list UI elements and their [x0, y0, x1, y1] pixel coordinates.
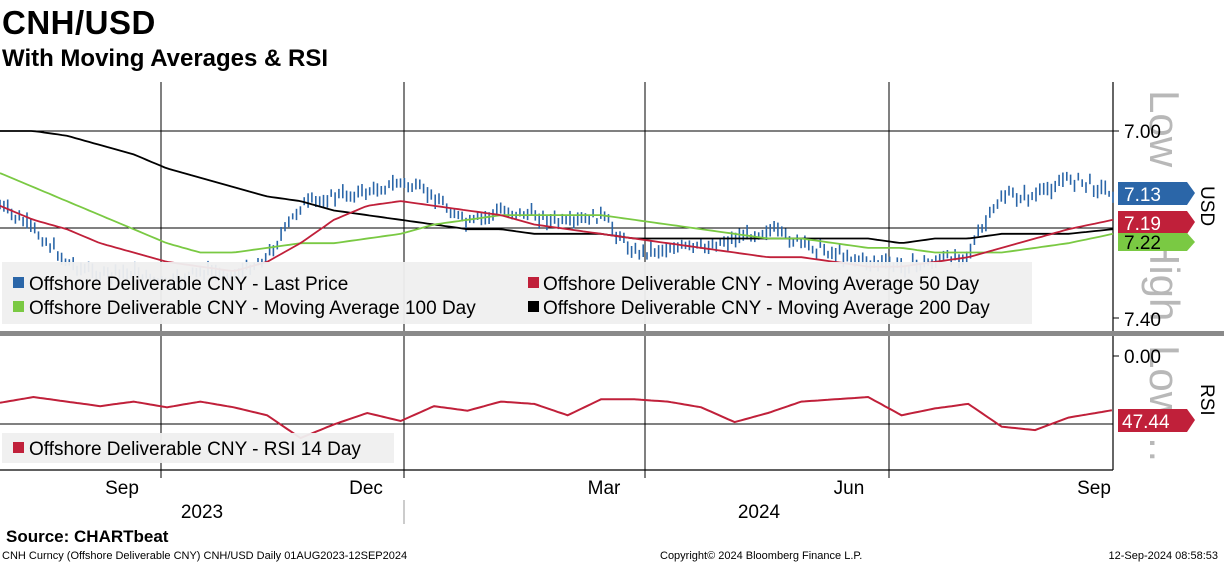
last-price-tag-text: 7.13: [1124, 185, 1161, 206]
rsi-tag: [1118, 409, 1195, 432]
legend-label-ma200: Offshore Deliverable CNY - Moving Averag…: [543, 298, 990, 319]
source-label: Source: CHARTbeat: [6, 527, 169, 546]
gridlines: [0, 82, 1224, 524]
main-legend-bg: [2, 262, 1032, 324]
footer-ticker-info: CNH Curncy (Offshore Deliverable CNY) CN…: [2, 550, 408, 562]
legend-label-ma100: Offshore Deliverable CNY - Moving Averag…: [29, 298, 476, 319]
page-subtitle: With Moving Averages & RSI: [2, 45, 329, 72]
ma50-tag-text: 7.19: [1124, 214, 1161, 235]
legend-swatch-rsi: [13, 442, 24, 453]
rsi-legend-bg: [2, 433, 394, 463]
ma50-tag: [1118, 211, 1195, 234]
ma100-tag: [1118, 233, 1195, 251]
ytick-7-00: 7.00: [1124, 122, 1161, 143]
xtick-jun: Jun: [834, 478, 865, 499]
footer-timestamp: 12-Sep-2024 08:58:53: [1108, 550, 1218, 562]
rsi-tag-text: 47.44: [1122, 412, 1170, 433]
last-price-tag: [1118, 182, 1195, 205]
ytick-7-40: 7.40: [1124, 310, 1161, 331]
xtick-mar: Mar: [588, 478, 621, 499]
watermark-low: Low: [1141, 90, 1188, 168]
legend-label-ma50: Offshore Deliverable CNY - Moving Averag…: [543, 274, 980, 295]
xtick-sep-2024: Sep: [1077, 478, 1111, 499]
ma100-series-line: [0, 172, 1114, 254]
legend-swatch-ma200: [528, 301, 539, 312]
legend-swatch-ma50: [528, 277, 539, 288]
xtick-dec: Dec: [349, 478, 383, 499]
page-title: CNH/USD: [2, 4, 156, 41]
panel-divider: [0, 331, 1224, 336]
ma100-tag-text: 7.22: [1124, 233, 1161, 254]
rsi-series-line: [0, 395, 1113, 440]
legend-swatch-price: [13, 277, 24, 288]
legend-label-rsi: Offshore Deliverable CNY - RSI 14 Day: [29, 439, 361, 460]
year-2024: 2024: [738, 502, 781, 523]
y-axis-title-usd: USD: [1196, 186, 1217, 226]
ytick-rsi-0: 0.00: [1124, 347, 1161, 368]
year-2023: 2023: [181, 502, 223, 523]
watermark: Low High Low…: [1141, 90, 1188, 464]
footer-copyright: Copyright© 2024 Bloomberg Finance L.P.: [660, 550, 863, 562]
legend-swatch-ma100: [13, 301, 24, 312]
ma200-series-line: [0, 130, 1114, 244]
ma50-series-line: [0, 200, 1114, 272]
y-axis-title-rsi: RSI: [1196, 384, 1217, 416]
xtick-sep-2023: Sep: [105, 478, 139, 499]
watermark-low-2: Low…: [1141, 345, 1188, 464]
legend-label-price: Offshore Deliverable CNY - Last Price: [29, 274, 348, 295]
